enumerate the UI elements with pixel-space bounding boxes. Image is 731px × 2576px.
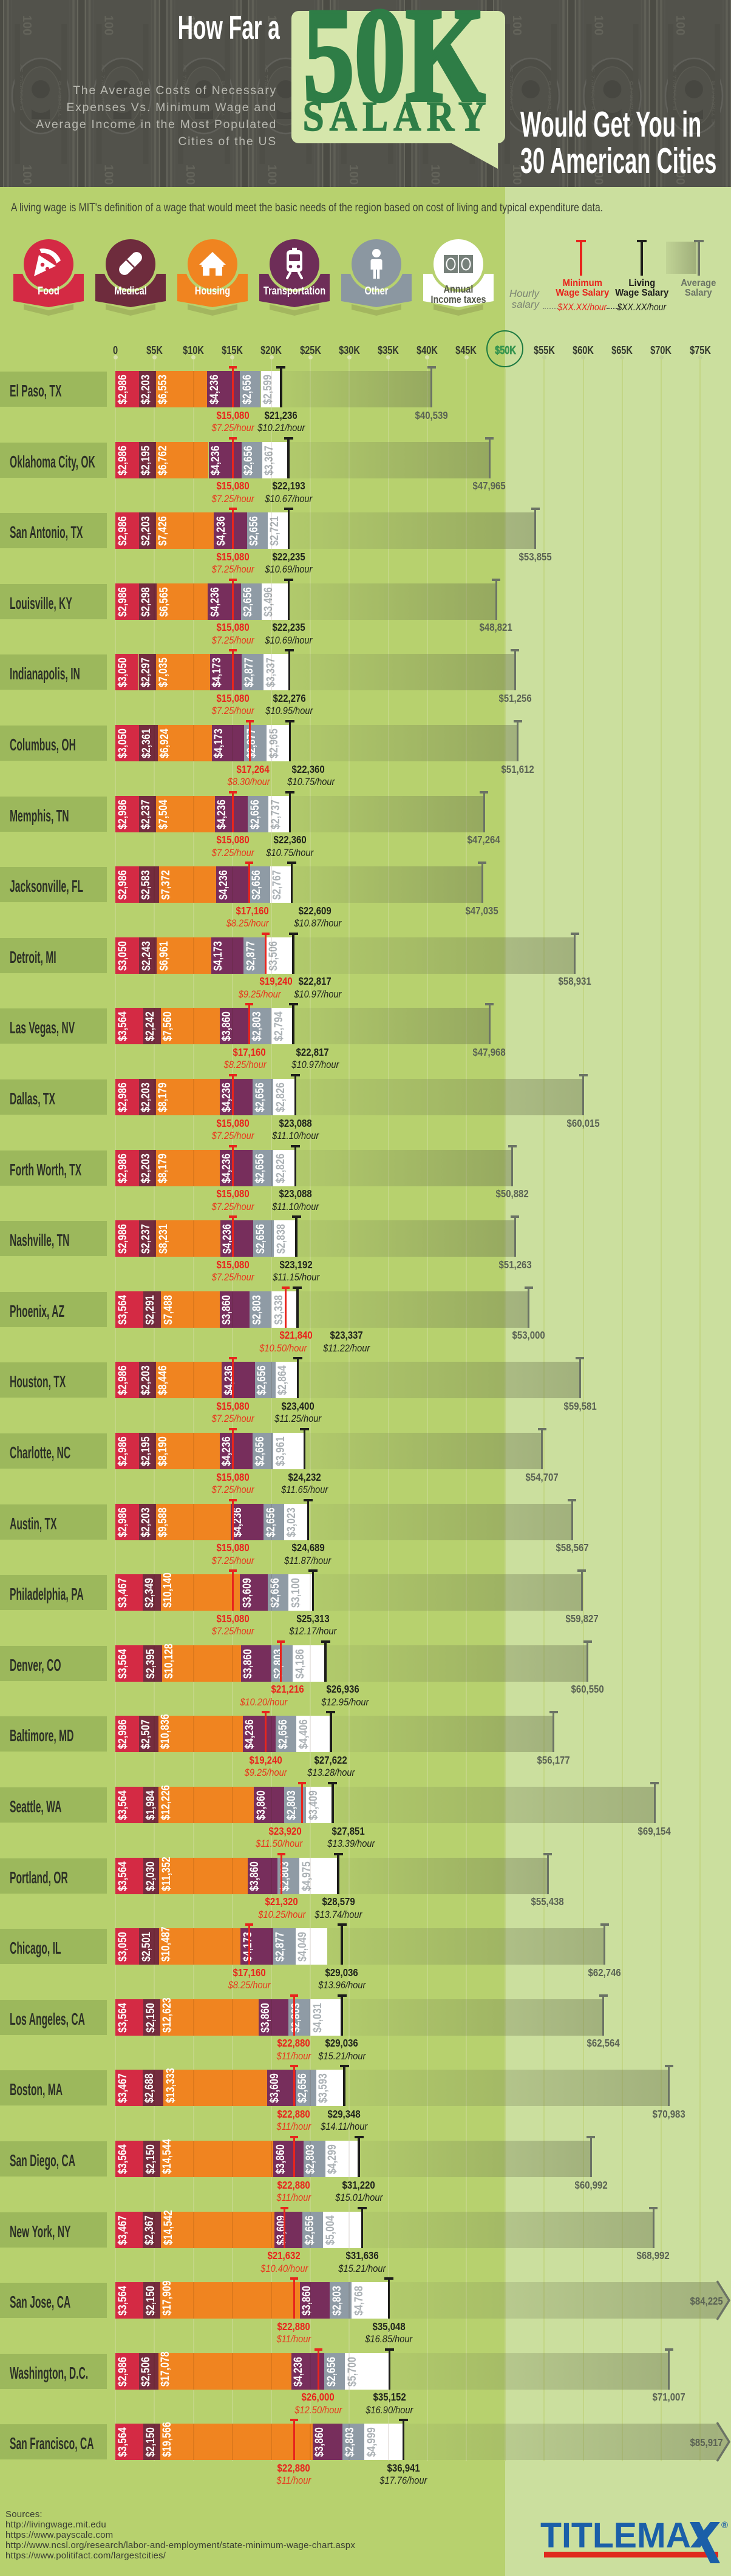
svg-text:Income taxes: Income taxes	[431, 294, 486, 306]
svg-text:®: ®	[721, 2520, 728, 2530]
svg-text:Annual: Annual	[444, 284, 474, 296]
svg-text:Other: Other	[365, 284, 389, 297]
svg-text:TITLEMA: TITLEMA	[540, 2516, 691, 2555]
svg-text:Housing: Housing	[195, 284, 230, 297]
svg-text:Food: Food	[38, 284, 59, 297]
svg-text:Transportation: Transportation	[264, 284, 325, 297]
svg-text:Medical: Medical	[114, 284, 147, 297]
